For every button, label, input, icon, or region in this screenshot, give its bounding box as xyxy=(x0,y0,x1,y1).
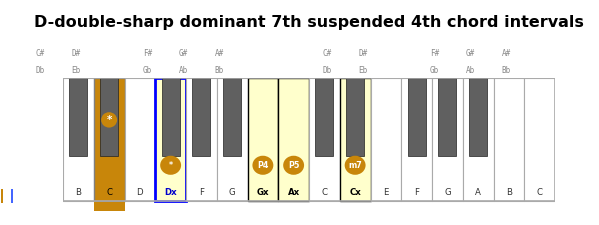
Ellipse shape xyxy=(101,112,117,128)
Text: G: G xyxy=(444,188,451,197)
Text: m7: m7 xyxy=(348,161,362,170)
Text: Eb: Eb xyxy=(71,66,80,75)
Bar xyxy=(346,78,364,156)
Text: C#: C# xyxy=(35,49,44,58)
Bar xyxy=(63,78,555,201)
Text: B: B xyxy=(506,188,512,197)
Bar xyxy=(100,78,118,156)
Text: C#: C# xyxy=(322,49,332,58)
Text: F#: F# xyxy=(143,49,152,58)
Bar xyxy=(463,78,494,201)
Text: P5: P5 xyxy=(288,161,300,170)
Bar xyxy=(125,78,155,201)
Ellipse shape xyxy=(252,156,273,175)
Text: Gx: Gx xyxy=(256,188,269,197)
Text: G#: G# xyxy=(179,49,188,58)
Bar xyxy=(192,78,210,156)
Bar xyxy=(186,78,217,201)
Text: Db: Db xyxy=(322,66,332,75)
Bar xyxy=(94,78,125,201)
Bar xyxy=(408,78,425,156)
Bar xyxy=(11,189,13,202)
Text: A#: A# xyxy=(214,49,224,58)
Text: D: D xyxy=(137,188,143,197)
Bar xyxy=(94,202,125,212)
Text: Eb: Eb xyxy=(358,66,367,75)
Text: G#: G# xyxy=(466,49,475,58)
Text: C: C xyxy=(106,188,112,197)
Text: F: F xyxy=(199,188,204,197)
Bar xyxy=(223,78,241,156)
Text: basicmusictheory.com: basicmusictheory.com xyxy=(8,80,13,145)
Bar xyxy=(432,78,463,201)
Text: Dx: Dx xyxy=(164,188,177,197)
Bar xyxy=(1,189,3,202)
Text: G: G xyxy=(229,188,235,197)
Ellipse shape xyxy=(160,156,181,175)
Bar xyxy=(63,78,94,201)
Text: Gb: Gb xyxy=(430,66,439,75)
Text: D#: D# xyxy=(71,49,80,58)
Text: Ab: Ab xyxy=(179,66,188,75)
Bar xyxy=(371,78,401,201)
Text: P4: P4 xyxy=(257,161,268,170)
Text: Ax: Ax xyxy=(288,188,300,197)
Ellipse shape xyxy=(344,156,365,175)
Text: Bb: Bb xyxy=(502,66,511,75)
Text: B: B xyxy=(75,188,81,197)
Text: Cx: Cx xyxy=(349,188,361,197)
Text: *: * xyxy=(107,115,112,125)
Text: A: A xyxy=(475,188,481,197)
Bar xyxy=(494,78,524,201)
Text: C: C xyxy=(537,188,543,197)
Bar xyxy=(401,78,432,201)
Text: *: * xyxy=(168,161,173,170)
Text: C: C xyxy=(322,188,328,197)
Bar xyxy=(469,78,487,156)
Bar xyxy=(217,78,247,201)
Bar xyxy=(309,78,340,201)
Text: D#: D# xyxy=(358,49,367,58)
Bar xyxy=(340,78,371,201)
Bar xyxy=(155,78,186,201)
Text: Ab: Ab xyxy=(466,66,475,75)
Bar xyxy=(69,78,87,156)
Bar xyxy=(162,78,180,156)
Text: F#: F# xyxy=(430,49,439,58)
Text: F: F xyxy=(414,188,419,197)
Text: Gb: Gb xyxy=(143,66,152,75)
Bar xyxy=(438,78,456,156)
Ellipse shape xyxy=(283,156,304,175)
Bar xyxy=(316,78,333,156)
Bar xyxy=(524,78,555,201)
Text: Db: Db xyxy=(35,66,44,75)
Bar xyxy=(247,78,279,201)
Text: Bb: Bb xyxy=(214,66,224,75)
Text: D-double-sharp dominant 7th suspended 4th chord intervals: D-double-sharp dominant 7th suspended 4t… xyxy=(34,15,584,30)
Text: E: E xyxy=(383,188,389,197)
Text: A#: A# xyxy=(502,49,511,58)
Bar xyxy=(279,78,309,201)
